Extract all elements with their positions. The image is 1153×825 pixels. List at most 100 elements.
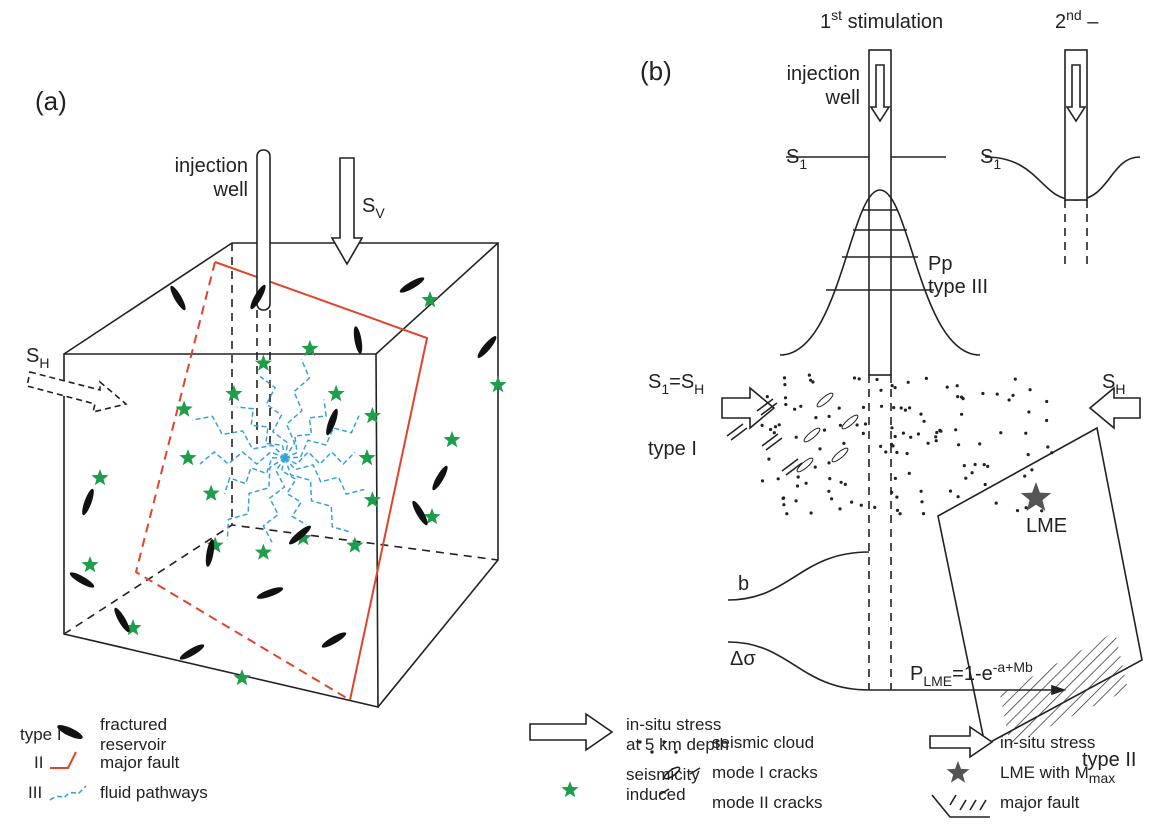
fault-hidden bbox=[136, 262, 350, 700]
seismic-dot bbox=[907, 381, 910, 384]
seismic-dot bbox=[1045, 419, 1048, 422]
dsigma-label: Δσ bbox=[730, 648, 756, 670]
seismic-dot bbox=[862, 432, 865, 435]
induced-star bbox=[255, 544, 272, 560]
seismic-dot bbox=[909, 436, 912, 439]
p-lme: PLME=1-e-a+Mb bbox=[910, 659, 1033, 689]
fracture bbox=[168, 284, 188, 312]
seismic-dot bbox=[856, 423, 859, 426]
sv-sub: V bbox=[375, 205, 385, 221]
seismic-dot bbox=[793, 408, 796, 411]
induced-star bbox=[81, 556, 98, 572]
legend-star bbox=[561, 781, 578, 797]
seismic-dot bbox=[999, 431, 1002, 434]
seismic-dot bbox=[935, 431, 938, 434]
seismic-dot bbox=[1008, 398, 1011, 401]
legend-text: reservoir bbox=[100, 735, 166, 754]
seismic-dot bbox=[908, 406, 911, 409]
seismic-dot bbox=[946, 386, 949, 389]
seismic-dot bbox=[895, 496, 898, 499]
b-label: b bbox=[738, 573, 749, 595]
seismic-dot bbox=[783, 383, 786, 386]
seismic-dot bbox=[927, 442, 930, 445]
seismic-dot bbox=[766, 395, 769, 398]
fracture bbox=[256, 585, 285, 601]
seismic-dot bbox=[920, 490, 923, 493]
seismic-dot bbox=[1024, 432, 1027, 435]
seismic-dot bbox=[784, 403, 787, 406]
fracture bbox=[475, 334, 498, 360]
seismic-dot bbox=[809, 379, 812, 382]
seismic-dot bbox=[769, 428, 772, 431]
sup: -a+Mb bbox=[993, 659, 1033, 675]
legend-key: type I bbox=[20, 725, 62, 744]
seismic-dot bbox=[1027, 410, 1030, 413]
seismic-dot bbox=[904, 409, 907, 412]
legend-text: induced bbox=[626, 785, 686, 804]
sup: nd bbox=[1066, 7, 1082, 23]
seismic-dot bbox=[891, 384, 894, 387]
induced-star bbox=[203, 485, 220, 501]
seismic-dot bbox=[767, 458, 770, 461]
hatch bbox=[1000, 632, 1128, 745]
seismic-dot bbox=[828, 477, 831, 480]
seismic-dot bbox=[1050, 451, 1053, 454]
seismic-dot bbox=[838, 407, 841, 410]
seismic-dot bbox=[1040, 509, 1043, 512]
legend-hatch bbox=[950, 795, 986, 810]
eq: =1-e bbox=[952, 663, 993, 685]
induced-star bbox=[91, 469, 108, 485]
seismic-dot bbox=[785, 512, 788, 515]
seismic-dot bbox=[783, 376, 786, 379]
seismic-dot bbox=[879, 445, 882, 448]
fracture bbox=[112, 606, 132, 634]
seismic-dot bbox=[808, 374, 811, 377]
legend-text: fractured bbox=[100, 715, 167, 734]
seismic-dot bbox=[830, 497, 833, 500]
mode1-crack bbox=[830, 446, 849, 463]
legend-fault bbox=[50, 752, 76, 768]
seismic-dot bbox=[1023, 475, 1026, 478]
legend-text: seismicity bbox=[626, 765, 700, 784]
seismic-dot bbox=[890, 491, 893, 494]
mode1-crack bbox=[815, 391, 834, 408]
seismic-dot bbox=[894, 386, 897, 389]
cube-edge bbox=[376, 243, 498, 354]
seismic-dot bbox=[957, 443, 960, 446]
fracture bbox=[410, 499, 430, 527]
fluid-path bbox=[192, 416, 285, 458]
seismic-dot bbox=[884, 450, 887, 453]
seismic-dot bbox=[894, 477, 897, 480]
seismic-dot bbox=[799, 405, 802, 408]
seismic-dot bbox=[964, 477, 967, 480]
seismic-dot bbox=[773, 431, 776, 434]
seismic-dot bbox=[862, 406, 865, 409]
seismic-dot bbox=[925, 377, 928, 380]
fluid-path bbox=[285, 458, 352, 532]
seismic-dot bbox=[983, 463, 986, 466]
type-ii: type II bbox=[1082, 749, 1136, 771]
seismic-dot bbox=[842, 442, 845, 445]
seismic-dot bbox=[1045, 400, 1048, 403]
seismic-dot bbox=[919, 413, 922, 416]
legend-lme-star bbox=[947, 761, 970, 783]
induced-star bbox=[179, 449, 196, 465]
mode1-crack bbox=[802, 426, 821, 443]
seismic-dot bbox=[814, 416, 817, 419]
fracture bbox=[80, 488, 96, 517]
seismic-dot bbox=[850, 501, 853, 504]
seismic-dot bbox=[996, 393, 999, 396]
induced-star bbox=[225, 385, 242, 401]
legend-stress bbox=[530, 714, 612, 750]
seismic-dot bbox=[797, 475, 800, 478]
seismic-dot bbox=[984, 483, 987, 486]
seismic-dot bbox=[935, 439, 938, 442]
seismic-dot bbox=[784, 396, 787, 399]
seismic-dot bbox=[864, 422, 867, 425]
sh: S bbox=[26, 345, 39, 367]
seismic-dot bbox=[827, 461, 830, 464]
seismic-dot bbox=[957, 495, 960, 498]
s: S bbox=[648, 371, 661, 393]
legend-text: seismic cloud bbox=[712, 733, 814, 752]
seismic-dot bbox=[840, 481, 843, 484]
